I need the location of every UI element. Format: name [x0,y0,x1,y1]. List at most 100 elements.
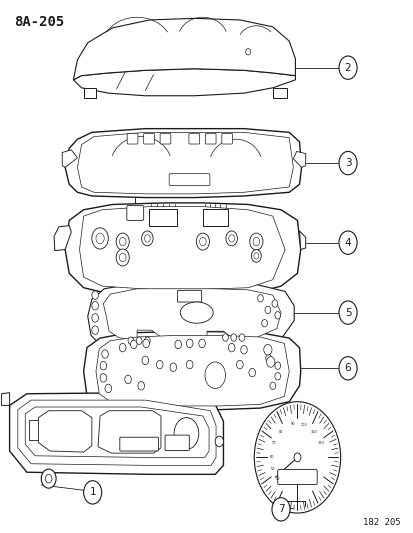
Polygon shape [65,128,301,198]
Circle shape [92,228,108,249]
FancyBboxPatch shape [119,437,158,451]
Circle shape [100,361,107,370]
Circle shape [228,343,235,352]
Circle shape [236,360,242,369]
Polygon shape [38,411,92,452]
FancyBboxPatch shape [177,290,201,302]
Circle shape [249,233,262,250]
Circle shape [253,253,258,259]
Circle shape [144,235,150,242]
Text: 182 205: 182 205 [362,519,399,527]
Polygon shape [54,225,71,251]
Circle shape [266,357,274,367]
Text: 60: 60 [269,455,273,459]
FancyBboxPatch shape [127,133,138,144]
Circle shape [338,231,356,254]
Circle shape [92,314,98,322]
Circle shape [245,49,250,55]
Circle shape [196,233,209,250]
Polygon shape [293,151,305,167]
Circle shape [141,231,153,246]
Text: 100: 100 [300,423,307,427]
Polygon shape [73,18,295,80]
Circle shape [338,56,356,79]
Polygon shape [83,88,96,98]
Circle shape [274,373,280,380]
Circle shape [92,326,98,334]
Circle shape [265,354,271,362]
FancyBboxPatch shape [221,133,232,144]
FancyBboxPatch shape [169,174,209,185]
Polygon shape [79,207,285,289]
Circle shape [338,151,356,175]
Ellipse shape [180,302,213,323]
Circle shape [204,362,225,389]
Polygon shape [77,132,293,194]
Circle shape [175,340,181,349]
Text: 50: 50 [270,467,275,471]
Text: 3: 3 [344,158,351,168]
Polygon shape [83,332,300,410]
Circle shape [225,231,237,246]
Polygon shape [62,150,77,167]
Polygon shape [96,335,289,406]
Circle shape [248,368,255,377]
Circle shape [45,474,52,483]
Text: 2: 2 [344,63,351,72]
Circle shape [170,363,176,372]
Text: 6: 6 [344,364,351,373]
Circle shape [252,237,259,246]
Polygon shape [18,400,216,465]
Text: 8A-205: 8A-205 [14,14,64,29]
Circle shape [142,339,149,348]
Polygon shape [73,69,295,96]
Circle shape [199,237,206,246]
Text: 80: 80 [278,430,282,434]
Text: 5: 5 [344,308,351,318]
Circle shape [264,306,270,314]
Circle shape [198,339,205,348]
Circle shape [83,481,102,504]
Circle shape [128,337,133,344]
Circle shape [92,291,98,300]
FancyBboxPatch shape [126,206,143,220]
Polygon shape [65,203,300,297]
Circle shape [222,334,228,341]
Circle shape [230,334,236,341]
Circle shape [271,300,277,308]
Bar [29,420,49,440]
Circle shape [261,319,267,327]
Text: 70: 70 [271,441,275,445]
Circle shape [156,360,163,369]
Circle shape [338,357,356,380]
Circle shape [186,339,192,348]
Text: 4: 4 [344,238,351,248]
Circle shape [215,436,223,447]
Circle shape [119,237,126,246]
Circle shape [136,337,142,344]
Circle shape [100,374,107,382]
Circle shape [138,382,144,390]
Circle shape [142,356,148,365]
Circle shape [174,418,198,449]
Polygon shape [103,289,280,341]
Circle shape [257,295,263,302]
Polygon shape [98,411,161,453]
Circle shape [105,384,112,393]
FancyBboxPatch shape [160,133,171,144]
Circle shape [124,375,131,384]
Polygon shape [25,407,209,457]
Text: 120: 120 [317,441,323,445]
Polygon shape [272,88,287,98]
Circle shape [102,350,108,358]
Circle shape [240,345,247,354]
Circle shape [274,312,280,319]
Circle shape [251,249,261,262]
FancyBboxPatch shape [205,133,216,144]
Circle shape [119,253,126,262]
FancyBboxPatch shape [165,435,189,450]
Text: 7: 7 [277,504,284,514]
Polygon shape [88,284,294,350]
Text: 110: 110 [310,430,317,434]
Circle shape [228,235,234,242]
